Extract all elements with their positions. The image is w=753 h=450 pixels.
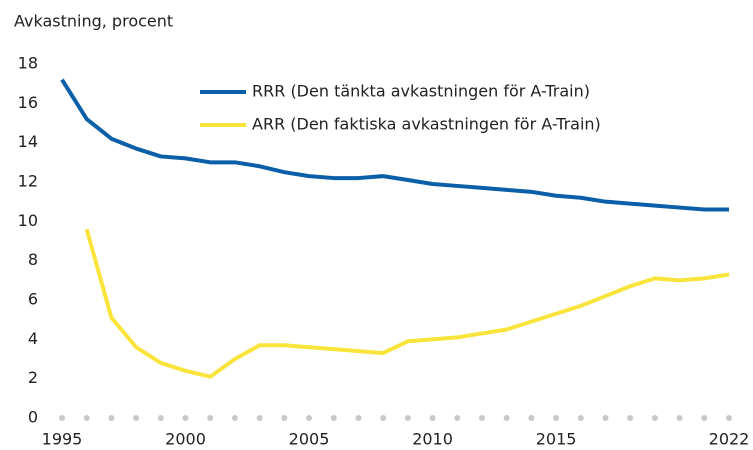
series-line xyxy=(84,228,730,379)
x-tick-label: 2000 xyxy=(165,430,206,449)
baseline-dot xyxy=(256,415,263,421)
x-tick-label: 2010 xyxy=(412,430,453,449)
baseline-dot xyxy=(602,415,609,421)
x-tick-label: 2005 xyxy=(289,430,330,449)
y-tick-label: 16 xyxy=(18,93,38,112)
y-axis-label: Avkastning, procent xyxy=(14,12,173,31)
baseline-dot xyxy=(108,415,115,421)
baseline-dot xyxy=(182,415,189,421)
baseline-dot xyxy=(726,415,732,421)
y-tick-label: 4 xyxy=(28,329,38,348)
baseline-dot xyxy=(231,415,238,421)
baseline-dot xyxy=(503,415,510,421)
baseline-dot xyxy=(355,415,362,421)
baseline-dot xyxy=(577,415,584,421)
baseline-dot xyxy=(380,415,387,421)
baseline-dot xyxy=(281,415,288,421)
baseline-dot xyxy=(83,415,90,421)
baseline-dot xyxy=(404,415,411,421)
y-tick-label: 8 xyxy=(28,250,38,269)
legend-label: ARR (Den faktiska avkastningen för A-Tra… xyxy=(252,115,601,134)
baseline-dot xyxy=(676,415,683,421)
baseline-dot xyxy=(207,415,214,421)
y-tick-label: 18 xyxy=(18,54,38,73)
baseline-dot xyxy=(553,415,560,421)
baseline-dot xyxy=(133,415,140,421)
baseline-dot xyxy=(330,415,337,421)
x-tick-label: 2022 xyxy=(709,430,750,449)
x-tick-label: 1995 xyxy=(42,430,83,449)
x-tick-label: 2015 xyxy=(536,430,577,449)
baseline-dot xyxy=(528,415,535,421)
legend-label: RRR (Den tänkta avkastningen för A-Train… xyxy=(252,82,590,101)
y-tick-label: 6 xyxy=(28,290,38,309)
y-tick-label: 14 xyxy=(18,132,38,151)
y-tick-label: 2 xyxy=(28,368,38,387)
baseline-dot xyxy=(701,415,708,421)
baseline-dot xyxy=(627,415,634,421)
y-tick-label: 0 xyxy=(28,408,38,427)
baseline-dot xyxy=(306,415,313,421)
series-line xyxy=(60,78,729,212)
baseline-dot xyxy=(454,415,461,421)
baseline-dot xyxy=(478,415,485,421)
baseline-dot xyxy=(429,415,436,421)
baseline-dot xyxy=(59,415,65,421)
y-tick-label: 10 xyxy=(18,211,38,230)
baseline-dot xyxy=(651,415,658,421)
y-tick-label: 12 xyxy=(18,172,38,191)
baseline-dot xyxy=(157,415,164,421)
